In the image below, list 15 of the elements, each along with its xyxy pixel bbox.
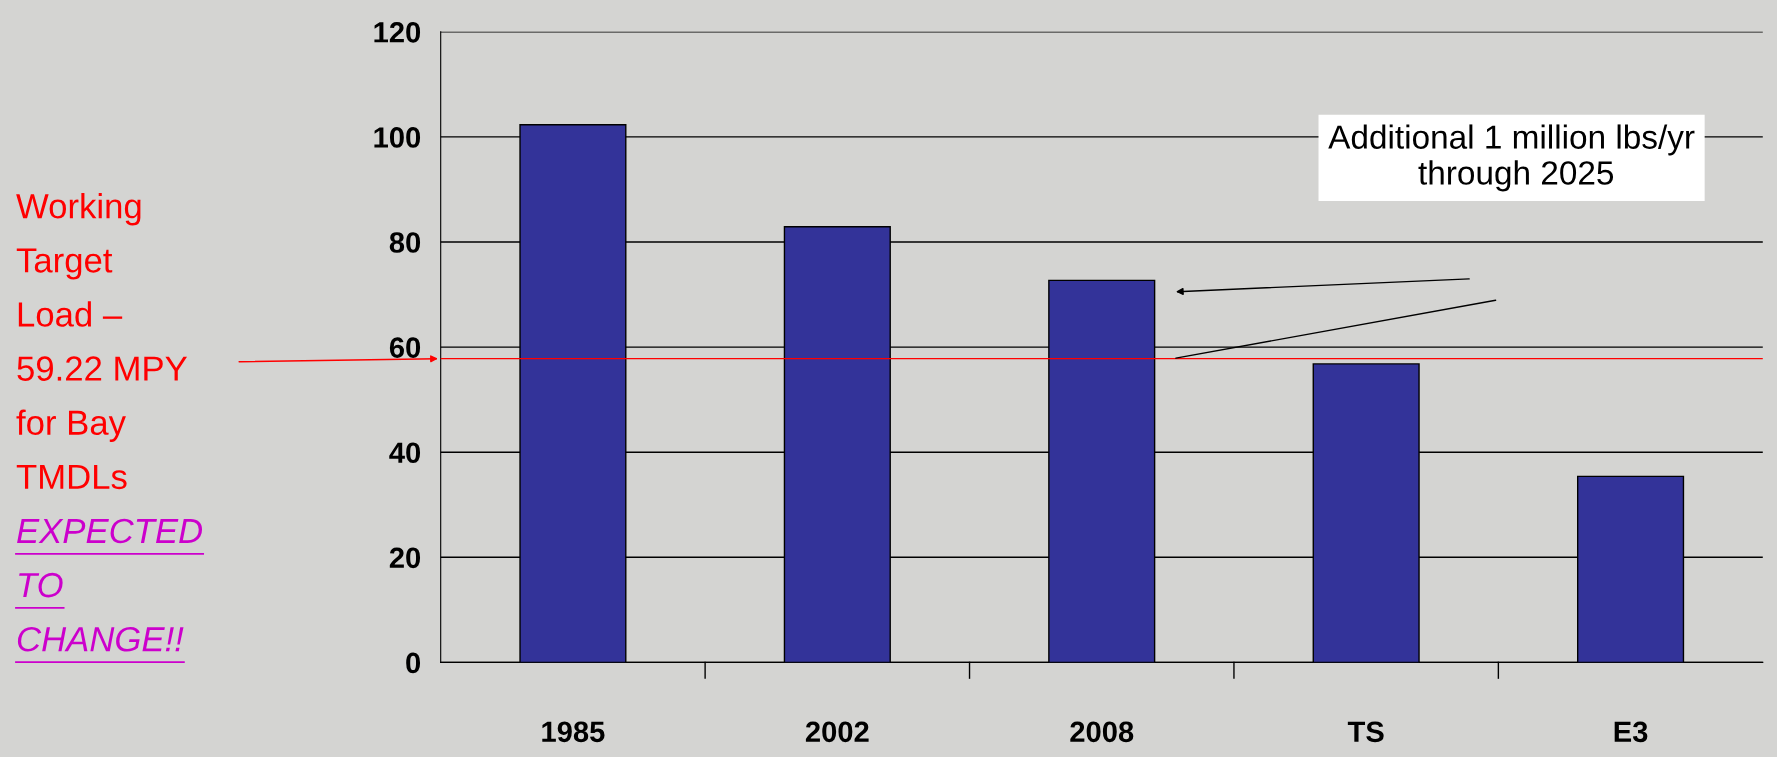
y-tick-label: 20 <box>389 547 421 569</box>
y-tick-label: 0 <box>406 652 421 674</box>
annotation: Additional 1 million lbs/yr through 2025 <box>1328 124 1695 192</box>
x-tick-label: 2008 <box>1070 721 1134 743</box>
y-tick-label: 60 <box>389 337 421 358</box>
text: Working Target Load – 59.22 MPY for Bay TMDLs <box>16 193 188 490</box>
text: EXPECTED TO CHANGE!! <box>17 518 203 652</box>
x-tick-label: TS <box>1347 721 1384 743</box>
x-tick-label: 1985 <box>542 721 605 743</box>
x-tick-label: E3 <box>1614 721 1648 743</box>
y-tick-label: 100 <box>374 127 421 148</box>
y-tick-label: 40 <box>389 442 421 464</box>
y-tick-label: 80 <box>389 232 421 253</box>
x-tick-label: 2002 <box>805 721 869 743</box>
y-tick-label: 120 <box>374 22 421 43</box>
